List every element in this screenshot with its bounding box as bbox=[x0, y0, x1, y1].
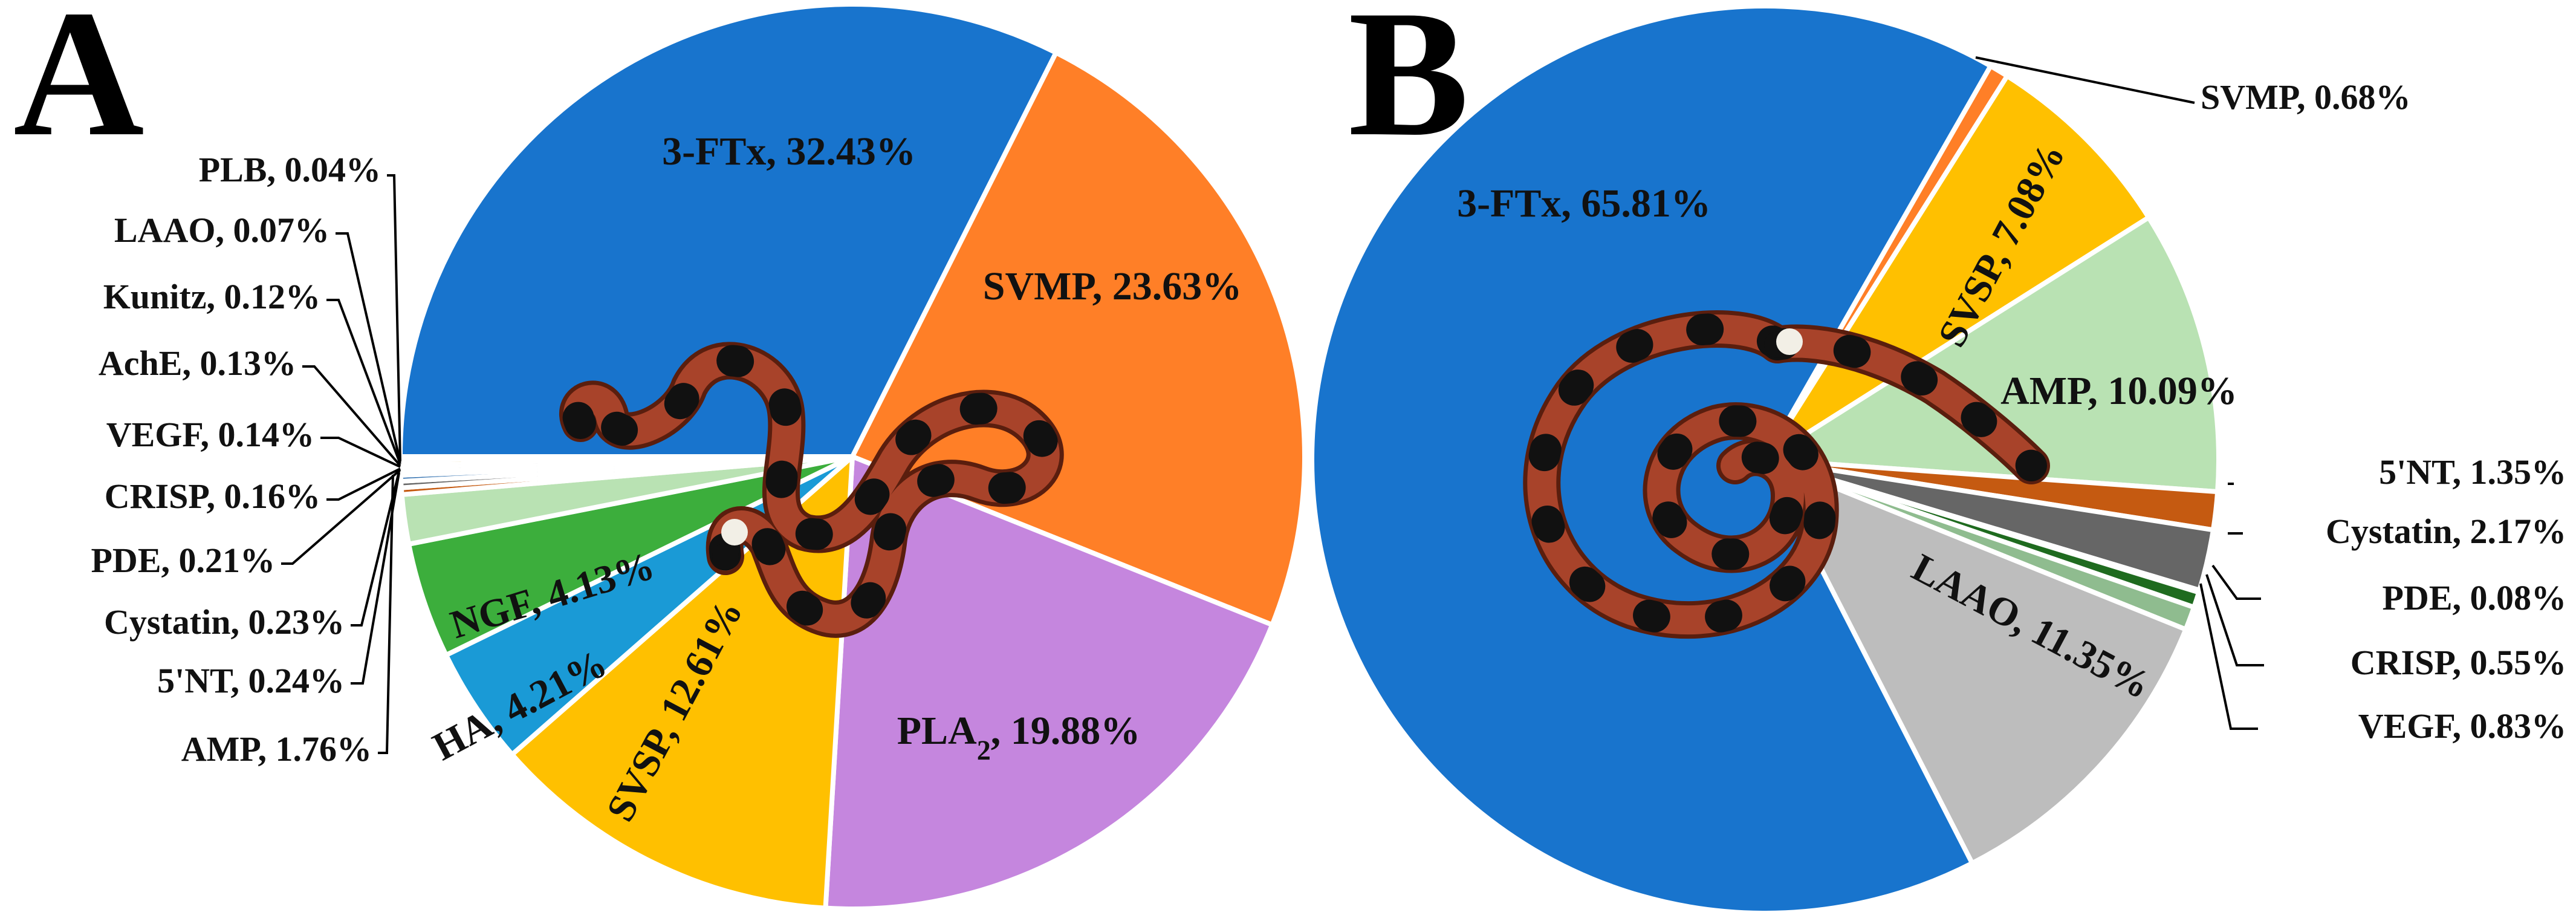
pie-slice-b-amp bbox=[1763, 215, 2221, 495]
leader-line-a-amp bbox=[378, 474, 394, 754]
leader-line-a-laao bbox=[336, 232, 401, 463]
slice-label-a-svmp: SVMP, 23.63% bbox=[983, 264, 1242, 308]
pie-slice-a-3-ftx bbox=[398, 2, 1059, 459]
pie-slice-b-laao bbox=[1763, 457, 2188, 866]
leader-line-a-kunitz bbox=[326, 299, 401, 464]
slice-label-a-cystatin: Cystatin, 0.23% bbox=[104, 602, 345, 642]
slice-label-b-svmp: SVMP, 0.68% bbox=[2201, 77, 2411, 117]
leader-line-a-plb bbox=[387, 174, 401, 461]
slice-label-b-pde: PDE, 0.08% bbox=[2383, 578, 2567, 617]
slice-label-a-kunitz: Kunitz, 0.12% bbox=[103, 277, 320, 316]
leader-line-a-5-nt bbox=[351, 472, 400, 685]
panel-letter-a: A bbox=[13, 0, 144, 174]
slice-label-a-ache: AchE, 0.13% bbox=[99, 343, 296, 383]
slice-label-a-5-nt: 5'NT, 0.24% bbox=[157, 661, 345, 700]
slice-label-a-pde: PDE, 0.21% bbox=[91, 541, 276, 580]
slice-label-a-crisp: CRISP, 0.16% bbox=[105, 477, 320, 516]
slice-label-b-vegf: VEGF, 0.83% bbox=[2358, 706, 2566, 746]
leader-line-a-crisp bbox=[326, 467, 401, 501]
leader-line-b-vegf bbox=[2199, 583, 2258, 730]
slice-label-a-amp: AMP, 1.76% bbox=[181, 729, 372, 769]
snake-photo-a bbox=[559, 342, 1064, 638]
leader-line-a-ache bbox=[302, 365, 401, 467]
leader-line-b-svmp bbox=[1975, 56, 2195, 104]
slice-label-a-vegf: VEGF, 0.14% bbox=[106, 415, 314, 454]
leader-line-a-cystatin bbox=[351, 471, 400, 627]
snake-photo-b bbox=[1523, 310, 2050, 639]
pie-slice-a-pla2 bbox=[823, 454, 1275, 911]
slice-label-b-amp: AMP, 10.09% bbox=[2000, 369, 2237, 413]
slice-label-a-pla2: PLA2, 19.88% bbox=[897, 709, 1141, 766]
leader-line-a-pde bbox=[281, 469, 401, 565]
leader-line-b-pde bbox=[2211, 564, 2261, 600]
slice-label-a-plb: PLB, 0.04% bbox=[199, 150, 381, 189]
slice-label-b-5-nt: 5'NT, 1.35% bbox=[2379, 452, 2566, 492]
leader-line-a-vegf bbox=[320, 437, 401, 468]
slice-label-a-3-ftx: 3-FTx, 32.43% bbox=[662, 129, 916, 174]
leader-line-b-crisp bbox=[2205, 574, 2264, 666]
slice-label-b-crisp: CRISP, 0.55% bbox=[2351, 643, 2566, 682]
slice-label-b-3-ftx: 3-FTx, 65.81% bbox=[1457, 181, 1711, 226]
slice-label-a-laao: LAAO, 0.07% bbox=[114, 210, 329, 250]
slice-label-b-cystatin: Cystatin, 2.17% bbox=[2326, 512, 2566, 551]
